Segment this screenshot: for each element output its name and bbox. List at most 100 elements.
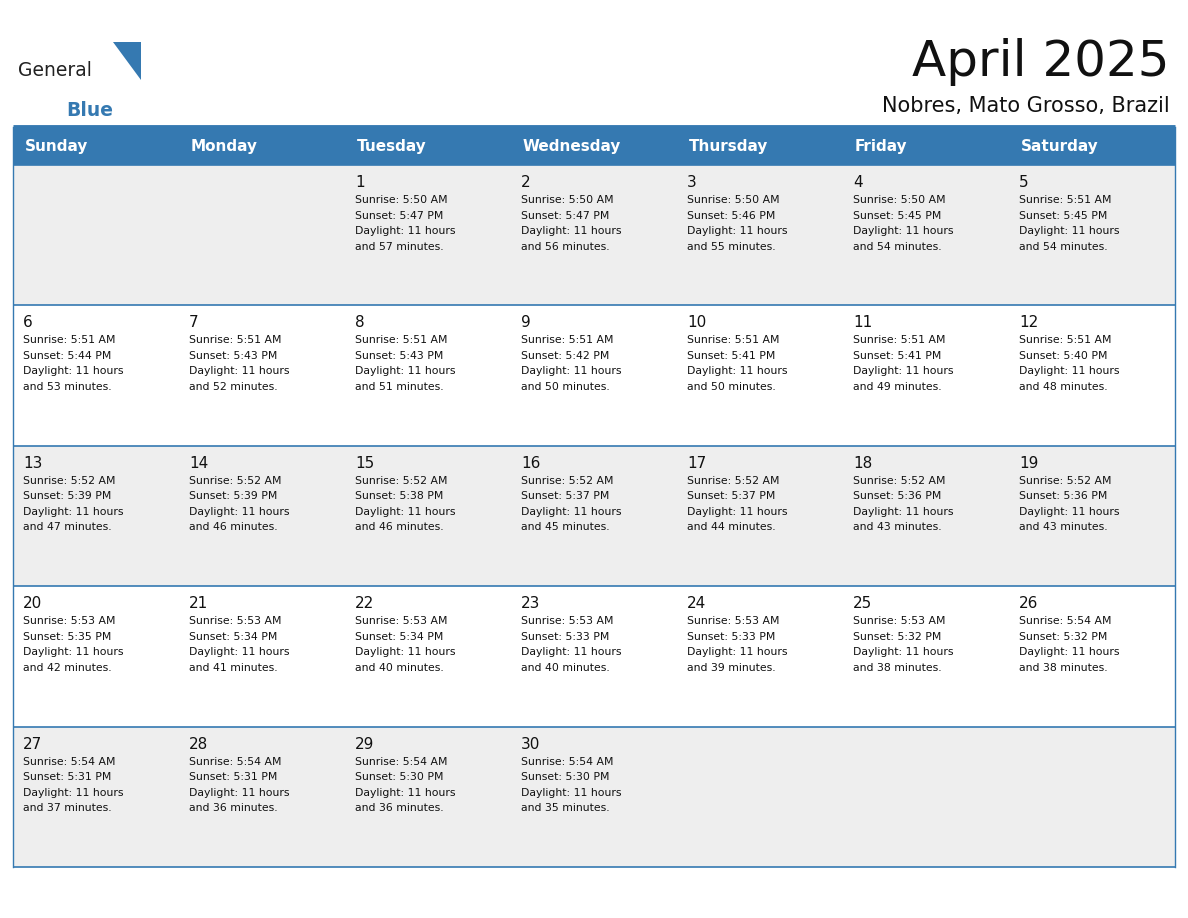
Text: Sunrise: 5:53 AM: Sunrise: 5:53 AM bbox=[522, 616, 613, 626]
Text: Daylight: 11 hours: Daylight: 11 hours bbox=[687, 647, 788, 657]
Bar bbox=[843, 306, 1009, 446]
Text: 25: 25 bbox=[853, 596, 872, 611]
Text: Sunset: 5:33 PM: Sunset: 5:33 PM bbox=[522, 632, 609, 642]
Text: Daylight: 11 hours: Daylight: 11 hours bbox=[853, 507, 954, 517]
Text: and 39 minutes.: and 39 minutes. bbox=[687, 663, 776, 673]
Bar bbox=[511, 306, 677, 446]
Text: Sunset: 5:47 PM: Sunset: 5:47 PM bbox=[355, 210, 443, 220]
Text: Sunset: 5:40 PM: Sunset: 5:40 PM bbox=[1019, 351, 1107, 361]
Text: 6: 6 bbox=[23, 316, 33, 330]
Text: Sunset: 5:30 PM: Sunset: 5:30 PM bbox=[522, 772, 609, 782]
Bar bbox=[345, 165, 511, 306]
Bar bbox=[13, 306, 179, 446]
Bar bbox=[511, 587, 677, 727]
Bar bbox=[843, 127, 1009, 165]
Text: 10: 10 bbox=[687, 316, 706, 330]
Bar bbox=[179, 165, 345, 306]
Text: Sunrise: 5:54 AM: Sunrise: 5:54 AM bbox=[355, 756, 448, 767]
Text: Sunrise: 5:51 AM: Sunrise: 5:51 AM bbox=[522, 335, 613, 345]
Text: 24: 24 bbox=[687, 596, 706, 611]
Text: Sunrise: 5:53 AM: Sunrise: 5:53 AM bbox=[687, 616, 779, 626]
Text: 12: 12 bbox=[1019, 316, 1038, 330]
Bar bbox=[345, 587, 511, 727]
Bar bbox=[843, 727, 1009, 867]
Text: Sunrise: 5:52 AM: Sunrise: 5:52 AM bbox=[355, 476, 448, 486]
Bar bbox=[179, 446, 345, 587]
Text: Sunrise: 5:51 AM: Sunrise: 5:51 AM bbox=[355, 335, 448, 345]
Text: and 47 minutes.: and 47 minutes. bbox=[23, 522, 112, 532]
Bar bbox=[179, 587, 345, 727]
Text: 7: 7 bbox=[189, 316, 198, 330]
Text: Sunrise: 5:50 AM: Sunrise: 5:50 AM bbox=[687, 195, 779, 205]
Text: Sunrise: 5:51 AM: Sunrise: 5:51 AM bbox=[1019, 195, 1112, 205]
Text: Daylight: 11 hours: Daylight: 11 hours bbox=[23, 507, 124, 517]
Text: Wednesday: Wednesday bbox=[523, 139, 621, 153]
Text: Daylight: 11 hours: Daylight: 11 hours bbox=[355, 366, 455, 376]
Text: Daylight: 11 hours: Daylight: 11 hours bbox=[1019, 366, 1119, 376]
Bar bbox=[13, 165, 179, 306]
Text: and 51 minutes.: and 51 minutes. bbox=[355, 382, 443, 392]
Text: Saturday: Saturday bbox=[1020, 139, 1099, 153]
Text: and 42 minutes.: and 42 minutes. bbox=[23, 663, 112, 673]
Text: and 45 minutes.: and 45 minutes. bbox=[522, 522, 609, 532]
Text: and 43 minutes.: and 43 minutes. bbox=[1019, 522, 1107, 532]
Text: 23: 23 bbox=[522, 596, 541, 611]
Bar bbox=[843, 446, 1009, 587]
Text: Sunrise: 5:51 AM: Sunrise: 5:51 AM bbox=[189, 335, 282, 345]
Text: Thursday: Thursday bbox=[689, 139, 769, 153]
Text: Sunset: 5:37 PM: Sunset: 5:37 PM bbox=[687, 491, 776, 501]
Text: Sunrise: 5:52 AM: Sunrise: 5:52 AM bbox=[522, 476, 613, 486]
Text: and 37 minutes.: and 37 minutes. bbox=[23, 803, 112, 813]
Bar bbox=[345, 306, 511, 446]
Bar bbox=[1009, 446, 1175, 587]
Text: Sunset: 5:42 PM: Sunset: 5:42 PM bbox=[522, 351, 609, 361]
Text: 30: 30 bbox=[522, 736, 541, 752]
Text: Daylight: 11 hours: Daylight: 11 hours bbox=[1019, 507, 1119, 517]
Text: 11: 11 bbox=[853, 316, 872, 330]
Text: and 36 minutes.: and 36 minutes. bbox=[189, 803, 278, 813]
Bar bbox=[1009, 587, 1175, 727]
Text: and 54 minutes.: and 54 minutes. bbox=[1019, 241, 1107, 252]
Text: Sunrise: 5:53 AM: Sunrise: 5:53 AM bbox=[355, 616, 448, 626]
Text: 18: 18 bbox=[853, 456, 872, 471]
Text: and 38 minutes.: and 38 minutes. bbox=[1019, 663, 1107, 673]
Text: Daylight: 11 hours: Daylight: 11 hours bbox=[853, 647, 954, 657]
Text: Sunrise: 5:53 AM: Sunrise: 5:53 AM bbox=[853, 616, 946, 626]
Text: Sunday: Sunday bbox=[25, 139, 88, 153]
Text: Sunset: 5:35 PM: Sunset: 5:35 PM bbox=[23, 632, 112, 642]
Text: April 2025: April 2025 bbox=[912, 38, 1170, 86]
Text: 17: 17 bbox=[687, 456, 706, 471]
Text: and 50 minutes.: and 50 minutes. bbox=[687, 382, 776, 392]
Text: Daylight: 11 hours: Daylight: 11 hours bbox=[1019, 647, 1119, 657]
Text: Sunset: 5:33 PM: Sunset: 5:33 PM bbox=[687, 632, 776, 642]
Bar bbox=[345, 127, 511, 165]
Text: Sunset: 5:31 PM: Sunset: 5:31 PM bbox=[23, 772, 112, 782]
Text: 22: 22 bbox=[355, 596, 374, 611]
Text: Sunset: 5:38 PM: Sunset: 5:38 PM bbox=[355, 491, 443, 501]
Text: Daylight: 11 hours: Daylight: 11 hours bbox=[1019, 226, 1119, 236]
Text: Sunset: 5:32 PM: Sunset: 5:32 PM bbox=[1019, 632, 1107, 642]
Text: and 43 minutes.: and 43 minutes. bbox=[853, 522, 942, 532]
Text: Sunrise: 5:51 AM: Sunrise: 5:51 AM bbox=[23, 335, 115, 345]
Bar bbox=[13, 727, 179, 867]
Text: Tuesday: Tuesday bbox=[358, 139, 426, 153]
Text: Sunrise: 5:51 AM: Sunrise: 5:51 AM bbox=[1019, 335, 1112, 345]
Text: Daylight: 11 hours: Daylight: 11 hours bbox=[687, 366, 788, 376]
Text: Daylight: 11 hours: Daylight: 11 hours bbox=[189, 507, 290, 517]
Text: Sunset: 5:37 PM: Sunset: 5:37 PM bbox=[522, 491, 609, 501]
Text: 14: 14 bbox=[189, 456, 208, 471]
Text: Sunset: 5:39 PM: Sunset: 5:39 PM bbox=[189, 491, 277, 501]
Bar bbox=[13, 127, 179, 165]
Bar bbox=[677, 306, 843, 446]
Bar bbox=[1009, 727, 1175, 867]
Text: 8: 8 bbox=[355, 316, 365, 330]
Bar bbox=[179, 306, 345, 446]
Text: 2: 2 bbox=[522, 175, 531, 190]
Bar bbox=[345, 727, 511, 867]
Text: 26: 26 bbox=[1019, 596, 1038, 611]
Text: Daylight: 11 hours: Daylight: 11 hours bbox=[687, 507, 788, 517]
Text: Daylight: 11 hours: Daylight: 11 hours bbox=[355, 226, 455, 236]
Text: Blue: Blue bbox=[67, 101, 113, 120]
Text: and 52 minutes.: and 52 minutes. bbox=[189, 382, 278, 392]
Text: and 35 minutes.: and 35 minutes. bbox=[522, 803, 609, 813]
